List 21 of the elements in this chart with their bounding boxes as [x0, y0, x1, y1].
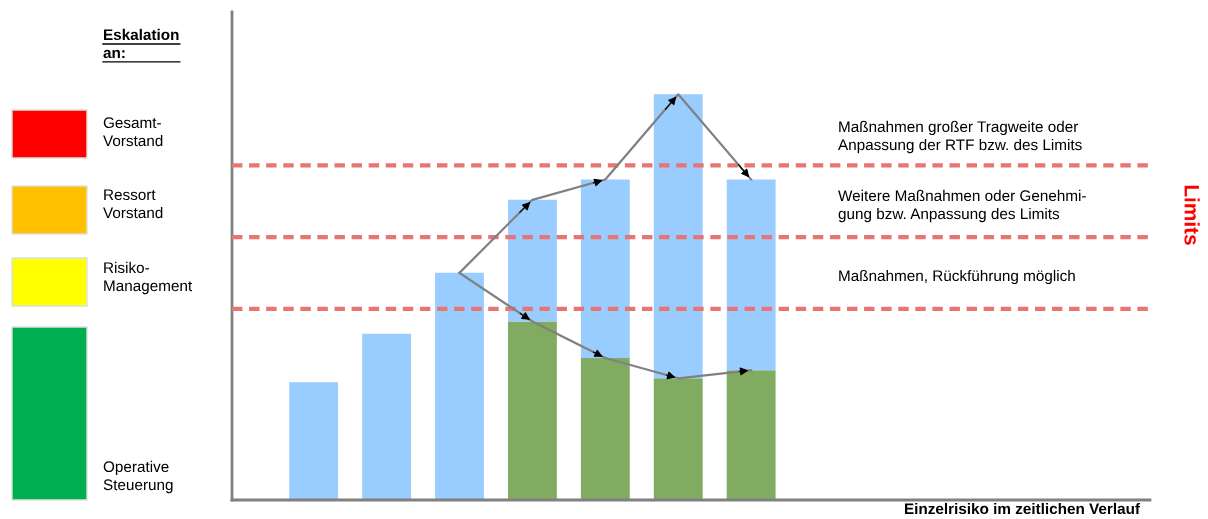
text: Eskalation an:: [103, 28, 179, 59]
bar: [507, 321, 557, 500]
bar: [580, 179, 630, 359]
text: Risiko- Management: [104, 261, 193, 295]
bar: [653, 378, 703, 500]
bar: [726, 179, 776, 371]
bar: [362, 333, 412, 500]
text: Limits: [1184, 185, 1200, 245]
text: Operative Steuerung: [103, 460, 173, 494]
text: Einzelrisiko im zeitlichen Verlauf: [904, 502, 1141, 515]
text: Ressort Vorstand: [103, 189, 163, 219]
text: Gesamt- Vorstand: [103, 117, 163, 147]
bar: [653, 94, 703, 379]
bar: [507, 199, 557, 322]
bar: [435, 272, 484, 500]
bar: [726, 370, 776, 500]
text: Maßnahmen, Rückführung möglich: [839, 269, 1075, 285]
text: Maßnahmen großer Tragweite oder Anpassung der RTF bzw. des Limits: [838, 120, 1082, 154]
text: Weitere Maßnahmen oder Genehmi- gung bzw. Anpassung des Limits: [838, 189, 1086, 223]
bar: [289, 382, 339, 500]
bar: [580, 358, 630, 500]
